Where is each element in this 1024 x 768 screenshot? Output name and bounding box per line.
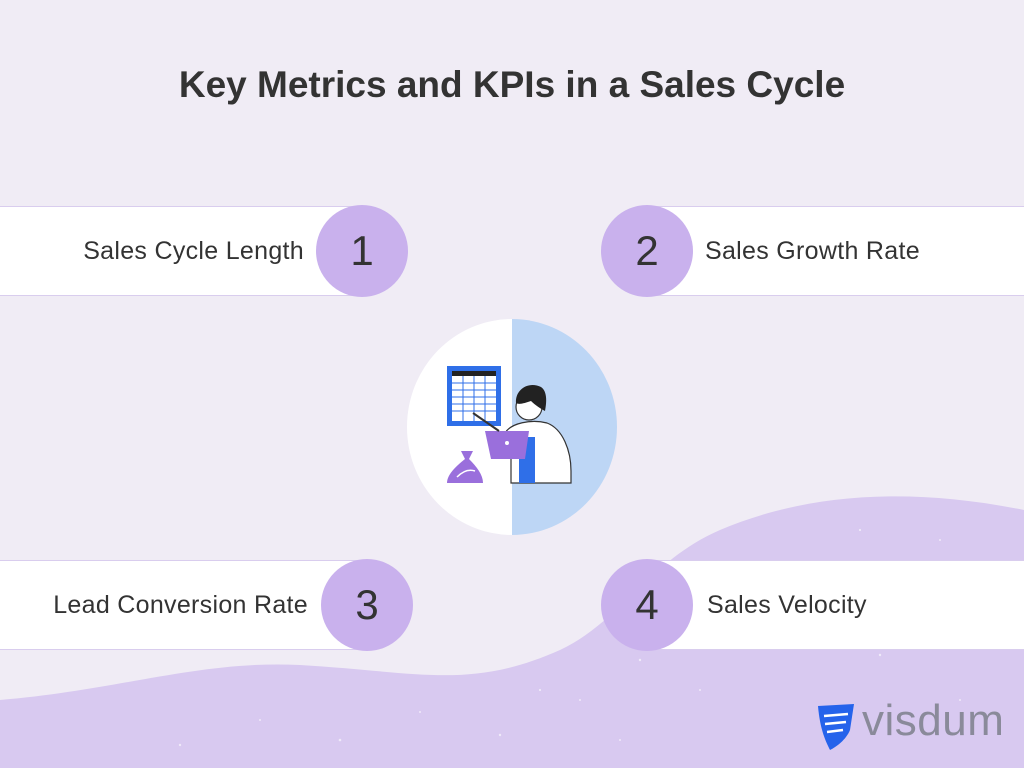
metric-label-2: Sales Growth Rate	[705, 237, 920, 265]
metric-card-4: Sales Velocity	[646, 560, 1024, 650]
metric-number-3: 3	[321, 559, 413, 651]
metric-number-1: 1	[316, 205, 408, 297]
visdum-logo-icon	[818, 704, 854, 750]
metric-label-3: Lead Conversion Rate	[53, 591, 308, 619]
metric-number-4: 4	[601, 559, 693, 651]
metric-card-1: Sales Cycle Length	[0, 206, 360, 296]
metric-card-2: Sales Growth Rate	[646, 206, 1024, 296]
brand-name: visdum	[862, 696, 1005, 745]
metric-card-3: Lead Conversion Rate	[0, 560, 366, 650]
visdum-logo: visdum	[816, 696, 1006, 752]
metric-label-4: Sales Velocity	[707, 591, 867, 619]
analyst-illustration	[407, 319, 617, 535]
metric-label-1: Sales Cycle Length	[83, 237, 304, 265]
page-title: Key Metrics and KPIs in a Sales Cycle	[178, 64, 846, 105]
metric-number-2: 2	[601, 205, 693, 297]
